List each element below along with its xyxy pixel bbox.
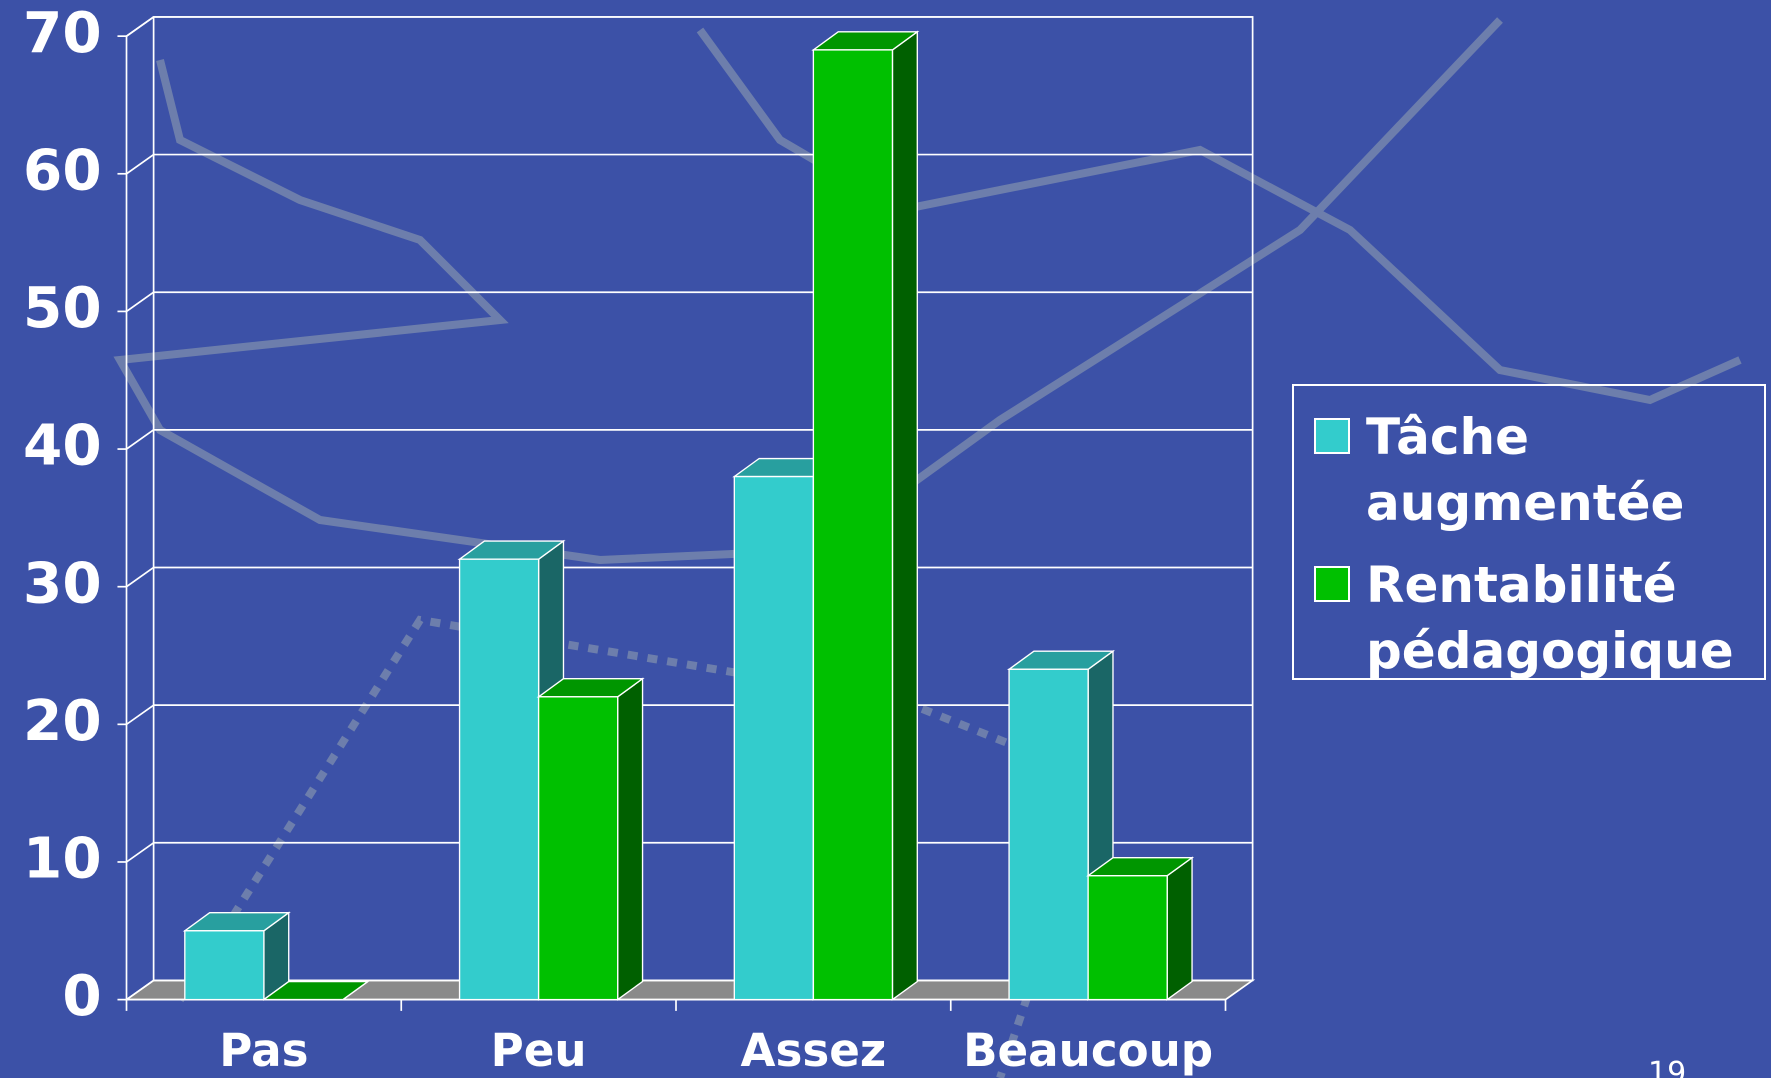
- y-tick-label: 50: [23, 276, 102, 341]
- grid-line-side: [127, 292, 154, 311]
- y-tick-label: 60: [23, 138, 102, 203]
- x-tick-label: Beaucoup: [963, 1024, 1213, 1077]
- bar: [1009, 669, 1088, 999]
- bar-side: [1167, 858, 1192, 1000]
- y-tick-label: 0: [62, 964, 101, 1029]
- bar: [539, 697, 618, 1000]
- legend-item: Tâche augmentée: [1314, 404, 1764, 536]
- bar-side: [892, 32, 917, 1000]
- page-number: 19: [1648, 1056, 1686, 1078]
- bar: [460, 559, 539, 999]
- y-tick-label: 10: [23, 827, 102, 892]
- x-tick-label: Peu: [491, 1024, 587, 1077]
- x-tick-label: Assez: [741, 1024, 887, 1077]
- y-tick-label: 70: [23, 1, 102, 66]
- legend-label: Rentabilité pédagogique: [1366, 552, 1756, 684]
- grid-line-side: [127, 155, 154, 174]
- grid-line-side: [127, 843, 154, 862]
- y-tick-label: 40: [23, 414, 102, 479]
- y-tick-label: 20: [23, 689, 102, 754]
- legend-item: Rentabilité pédagogique: [1314, 552, 1764, 684]
- bar: [1088, 876, 1167, 1000]
- slide: 0 10 20 30 40 50 60 70 Pas Peu Assez Beaucoup Tâche…: [0, 0, 1771, 1078]
- y-tick-label: 30: [23, 551, 102, 616]
- bar: [185, 931, 264, 1000]
- bar: [813, 50, 892, 1000]
- grid-line-side: [127, 430, 154, 449]
- bar-side: [618, 679, 643, 1000]
- legend-swatch: [1314, 566, 1350, 602]
- plot: 0 10 20 30 40 50 60 70 Pas Peu Assez Beaucoup: [23, 1, 1253, 1077]
- bar: [734, 477, 813, 1000]
- legend-label: Tâche augmentée: [1366, 404, 1756, 536]
- grid-line-side: [127, 567, 154, 586]
- x-tick-label: Pas: [219, 1024, 308, 1077]
- grid-line-side: [127, 17, 154, 36]
- legend-swatch: [1314, 418, 1350, 454]
- grid-line-side: [127, 705, 154, 724]
